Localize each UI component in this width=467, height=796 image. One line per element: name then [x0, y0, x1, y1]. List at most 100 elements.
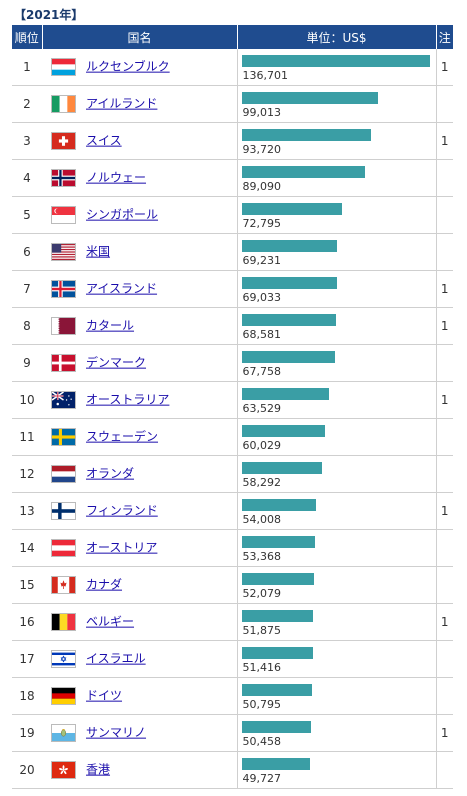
rank-cell: 9 — [12, 344, 42, 382]
germany-flag-icon — [51, 687, 76, 705]
note-cell — [436, 529, 453, 567]
note-cell — [436, 566, 453, 604]
rank-number: 7 — [23, 282, 31, 296]
value-cell: 49,727 — [237, 751, 437, 789]
table-row: 10 オーストラリア 63,529 1 — [12, 381, 453, 419]
note-marker: 1 — [440, 393, 449, 407]
country-cell: 米国 — [42, 233, 238, 271]
note-cell: 1 — [436, 270, 453, 308]
luxembourg-flag-icon — [51, 58, 76, 76]
rank-number: 10 — [19, 393, 35, 407]
table-row: 19 サンマリノ 50,458 1 — [12, 714, 453, 752]
country-cell: スイス — [42, 122, 238, 160]
country-link[interactable]: オーストラリア — [86, 392, 170, 407]
country-link[interactable]: フィンランド — [86, 503, 158, 518]
value-bar — [241, 536, 315, 548]
rank-number: 17 — [19, 652, 35, 666]
rank-cell: 15 — [12, 566, 42, 604]
table-row: 7 アイスランド 69,033 1 — [12, 270, 453, 308]
rank-cell: 10 — [12, 381, 42, 419]
rank-cell: 14 — [12, 529, 42, 567]
country-link[interactable]: シンガポール — [86, 207, 159, 222]
value-bar — [241, 462, 322, 474]
rank-number: 11 — [19, 430, 35, 444]
rank-number: 4 — [23, 171, 31, 185]
note-marker: 1 — [440, 504, 449, 518]
country-link[interactable]: デンマーク — [86, 355, 147, 370]
table-row: 8 カタール 68,581 1 — [12, 307, 453, 345]
denmark-flag-icon — [51, 354, 76, 372]
country-link[interactable]: カタール — [86, 318, 135, 333]
country-link[interactable]: アイスランド — [86, 281, 158, 296]
note-marker: 1 — [440, 134, 449, 148]
switzerland-flag-icon — [51, 132, 76, 150]
value-text: 72,795 — [242, 217, 282, 230]
country-link[interactable]: 香港 — [86, 762, 111, 777]
country-cell: シンガポール — [42, 196, 238, 234]
country-link[interactable]: スイス — [86, 133, 122, 148]
value-cell: 93,720 — [237, 122, 437, 160]
rank-cell: 8 — [12, 307, 42, 345]
value-text: 89,090 — [242, 180, 282, 193]
value-cell: 63,529 — [237, 381, 437, 419]
country-link[interactable]: ノルウェー — [86, 170, 147, 185]
country-link[interactable]: ベルギー — [86, 614, 135, 629]
country-link[interactable]: ルクセンブルク — [86, 59, 170, 74]
belgium-flag-icon — [51, 613, 76, 631]
rank-number: 6 — [23, 245, 31, 259]
country-link[interactable]: ドイツ — [86, 688, 123, 703]
value-text: 52,079 — [242, 587, 282, 600]
rank-number: 3 — [23, 134, 31, 148]
country-link[interactable]: 米国 — [86, 244, 111, 259]
value-bar — [241, 92, 378, 104]
country-link[interactable]: オーストリア — [86, 540, 158, 555]
value-bar — [241, 314, 336, 326]
note-cell: 1 — [436, 307, 453, 345]
canada-flag-icon — [51, 576, 76, 594]
value-text: 68,581 — [242, 328, 282, 341]
value-cell: 72,795 — [237, 196, 437, 234]
rank-cell: 12 — [12, 455, 42, 493]
country-link[interactable]: イスラエル — [86, 651, 146, 666]
country-link[interactable]: カナダ — [86, 577, 123, 592]
value-cell: 60,029 — [237, 418, 437, 456]
rank-number: 14 — [19, 541, 35, 555]
country-link[interactable]: オランダ — [86, 466, 135, 481]
value-text: 136,701 — [242, 69, 289, 82]
note-cell — [436, 455, 453, 493]
value-text: 69,231 — [242, 254, 282, 267]
note-cell: 1 — [436, 714, 453, 752]
country-cell: 香港 — [42, 751, 238, 789]
hong-kong-flag-icon — [51, 761, 76, 779]
country-link[interactable]: アイルランド — [86, 96, 158, 111]
note-cell — [436, 640, 453, 678]
note-cell: 1 — [436, 49, 453, 86]
table-row: 4 ノルウェー 89,090 — [12, 159, 453, 197]
value-cell: 136,701 — [237, 49, 437, 86]
rank-cell: 1 — [12, 49, 42, 86]
country-cell: フィンランド — [42, 492, 238, 530]
table-row: 12 オランダ 58,292 — [12, 455, 453, 493]
rank-number: 5 — [23, 208, 31, 222]
country-link[interactable]: サンマリノ — [86, 725, 147, 740]
note-cell — [436, 159, 453, 197]
usa-flag-icon — [51, 243, 76, 261]
value-bar — [241, 610, 313, 622]
note-cell: 1 — [436, 603, 453, 641]
note-marker: 1 — [440, 60, 449, 74]
note-cell: 1 — [436, 381, 453, 419]
table-row: 5 シンガポール 72,795 — [12, 196, 453, 234]
value-cell: 67,758 — [237, 344, 437, 382]
header-country: 国名 — [42, 25, 238, 49]
note-marker: 1 — [440, 615, 449, 629]
value-text: 58,292 — [242, 476, 282, 489]
note-cell: 1 — [436, 492, 453, 530]
table-row: 15 カナダ 52,079 — [12, 566, 453, 604]
country-cell: ルクセンブルク — [42, 49, 238, 86]
note-marker: 1 — [440, 319, 449, 333]
country-cell: イスラエル — [42, 640, 238, 678]
singapore-flag-icon — [51, 206, 76, 224]
rank-number: 15 — [19, 578, 35, 592]
value-bar — [241, 166, 365, 178]
country-link[interactable]: スウェーデン — [86, 429, 159, 444]
